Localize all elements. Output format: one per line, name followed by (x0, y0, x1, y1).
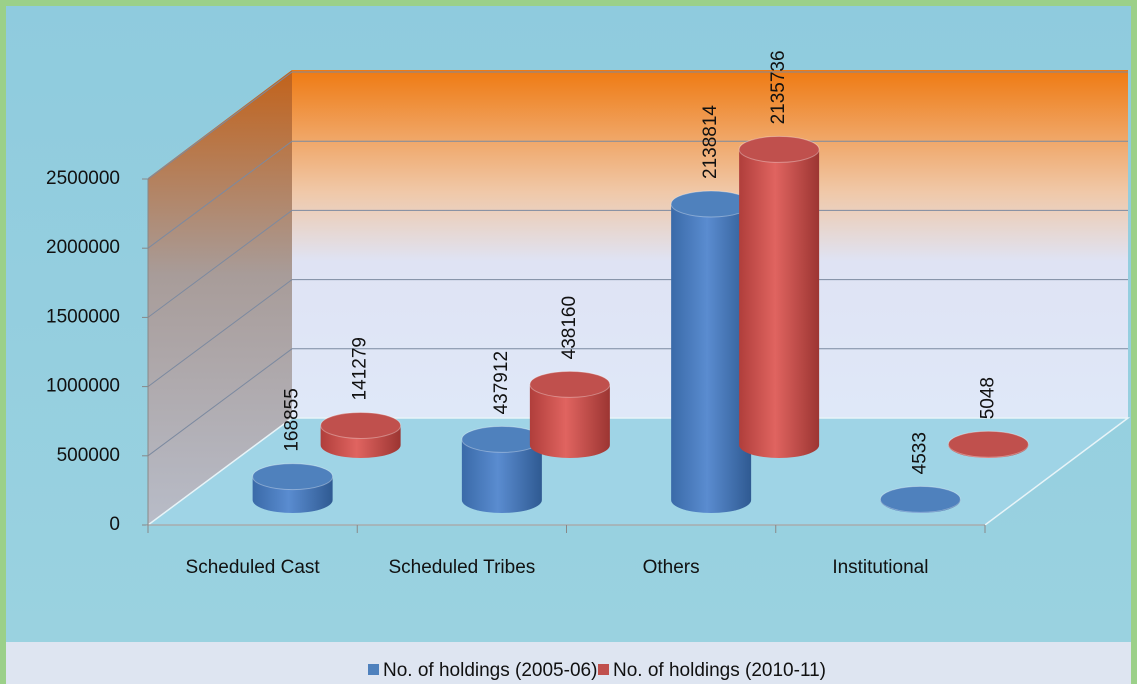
data-label: 141279 (350, 337, 371, 400)
y-tick-label: 1500000 (46, 306, 120, 327)
cylinder-top (252, 463, 334, 491)
data-label: 2135736 (768, 50, 789, 124)
cylinder (461, 425, 543, 513)
data-label: 2138814 (700, 105, 721, 179)
cylinder (879, 485, 961, 513)
x-tick-label: Institutional (832, 557, 928, 578)
x-tick-label: Scheduled Cast (186, 557, 321, 578)
cylinder-top (879, 485, 961, 513)
cylinder-top (320, 411, 402, 439)
cylinder (670, 190, 752, 513)
legend-label: No. of holdings (2010-11) (613, 660, 826, 681)
legend-label: No. of holdings (2005-06) (383, 660, 597, 681)
grid-line (147, 279, 1128, 388)
data-label: 168855 (282, 388, 303, 451)
y-tick-label: 500000 (57, 445, 120, 466)
y-tick-label: 2000000 (46, 237, 120, 258)
grid-line (147, 140, 1128, 249)
cylinder (529, 370, 611, 458)
legend-swatch (368, 664, 379, 675)
cylinder (252, 463, 334, 513)
cylinder-body (461, 439, 542, 513)
x-tick-label: Scheduled Tribes (388, 557, 535, 578)
data-label: 438160 (559, 296, 580, 359)
y-tick-label: 2500000 (46, 168, 120, 189)
cylinder-body (529, 384, 610, 458)
y-tick-label: 0 (109, 514, 120, 535)
data-label: 437912 (491, 351, 512, 414)
cylinder-body (739, 149, 820, 459)
legend-background (6, 642, 1131, 684)
cylinder-top (529, 370, 611, 398)
cylinder-body (671, 203, 752, 513)
legend-swatch (598, 664, 609, 675)
grid-line (147, 348, 1128, 457)
cylinder (738, 135, 820, 459)
cylinder-top (738, 135, 820, 163)
cylinder-top (947, 430, 1029, 458)
data-label: 5048 (977, 377, 998, 419)
data-label: 4533 (909, 432, 930, 474)
grid-line (147, 209, 1128, 318)
cylinder (947, 430, 1029, 458)
cylinder (320, 411, 402, 458)
x-tick-label: Others (643, 557, 700, 578)
y-tick-label: 1000000 (46, 376, 120, 397)
grid-line (147, 71, 1128, 180)
side-wall (148, 70, 292, 525)
